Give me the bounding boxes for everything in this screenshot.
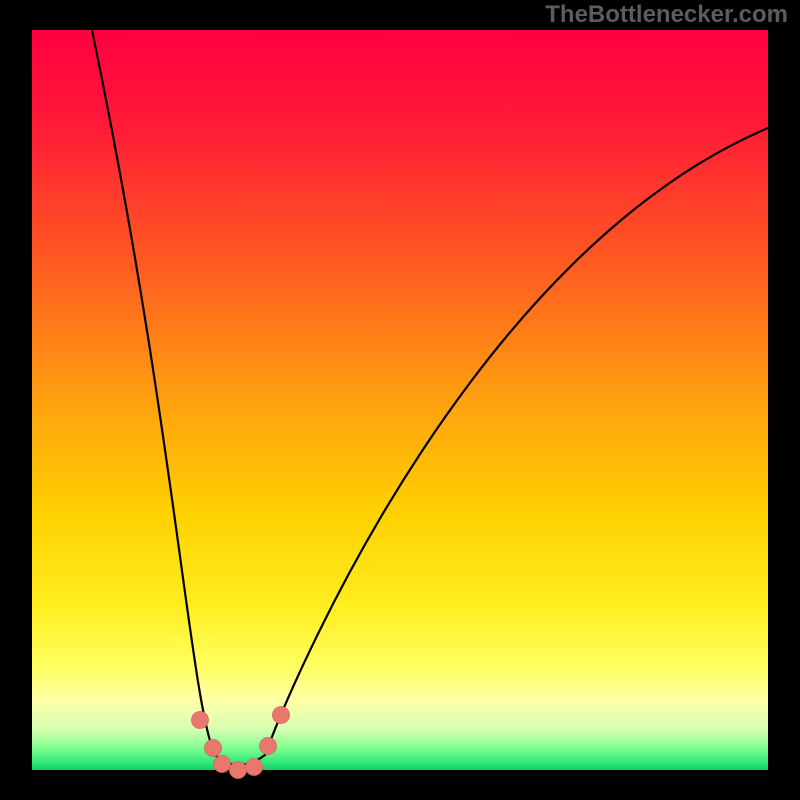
watermark-text: TheBottlenecker.com — [545, 1, 788, 29]
marker-point — [205, 740, 222, 757]
marker-point — [246, 759, 263, 776]
bottleneck-chart — [0, 0, 800, 800]
marker-point — [192, 712, 209, 729]
marker-point — [260, 738, 277, 755]
plot-background — [32, 30, 768, 770]
chart-container: TheBottlenecker.com — [0, 0, 800, 800]
marker-point — [214, 756, 231, 773]
marker-point — [230, 762, 247, 779]
marker-point — [273, 707, 290, 724]
